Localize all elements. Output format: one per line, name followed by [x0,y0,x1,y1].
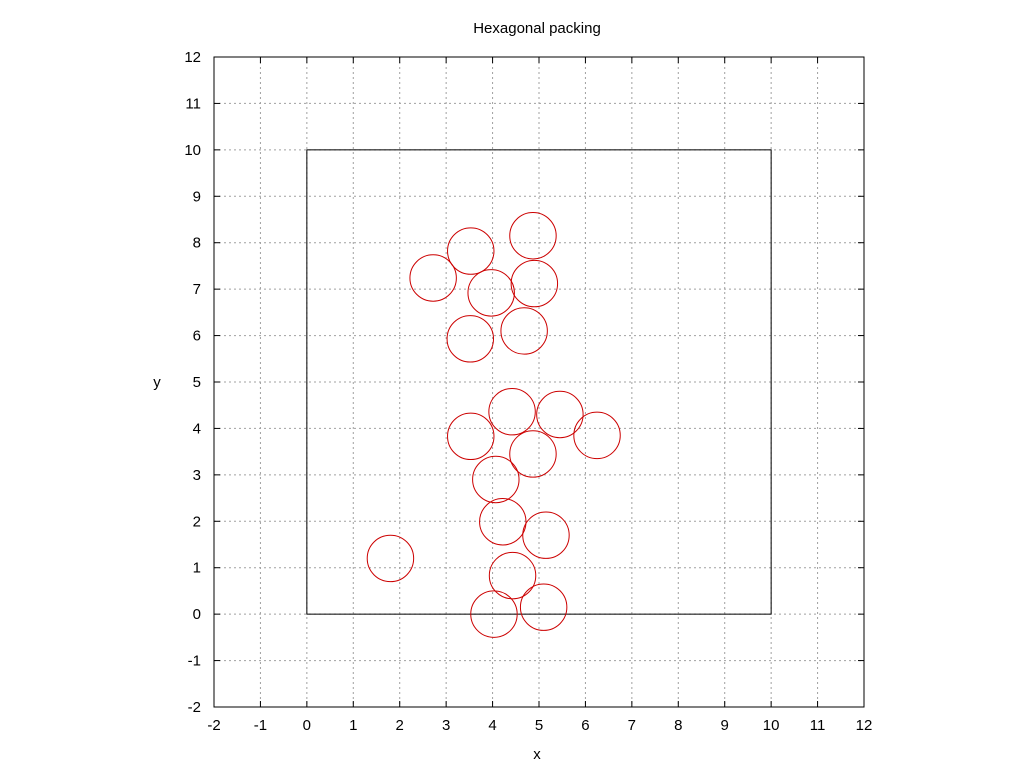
y-tick-label: 8 [193,235,201,252]
x-axis-label: x [533,746,541,763]
circle-1 [509,212,557,260]
circle-11 [447,412,495,461]
circle-9 [536,390,584,439]
x-tick-label: 4 [488,717,496,734]
x-tick-label: 3 [442,717,450,734]
x-tick-label: 10 [763,717,780,734]
x-tick-label: 9 [721,717,729,734]
circle-7 [446,315,494,363]
circle-5 [510,259,559,308]
plot-border [213,56,865,708]
circle-17 [488,551,537,600]
circle-12 [509,430,557,478]
x-tick-label: 1 [349,717,357,734]
circle-4 [467,269,515,317]
x-tick-label: -1 [254,717,267,734]
x-tick-label: 8 [674,717,682,734]
x-tick-label: 11 [810,717,826,734]
y-tick-label: 11 [185,95,201,112]
y-tick-label: 0 [193,606,201,623]
y-tick-label: 12 [184,49,201,66]
y-tick-label: 4 [193,420,201,437]
circle-2 [447,227,495,275]
x-tick-label: 6 [581,717,589,734]
circle-14 [479,498,527,546]
y-tick-label: 1 [193,560,201,577]
circle-15 [522,511,570,559]
x-tick-label: 12 [856,717,873,734]
y-tick-label: 9 [193,188,201,205]
y-tick-label: -2 [188,699,201,716]
x-tick-label: 7 [628,717,636,734]
circle-19 [470,590,518,638]
circle-8 [488,388,536,436]
y-axis-label: y [153,374,161,391]
x-tick-label: -2 [207,717,220,734]
y-tick-label: 7 [193,281,201,298]
circle-3 [409,254,457,302]
chart-title: Hexagonal packing [473,20,601,37]
x-tick-label: 5 [535,717,543,734]
y-tick-label: -1 [188,653,201,670]
x-tick-labels: -2 -1 0 1 2 3 4 5 6 7 8 9 10 11 12 [207,717,872,734]
grid-lines [214,57,864,707]
y-tick-label: 10 [184,142,201,159]
circle-16 [366,534,415,583]
container-square [306,149,772,615]
y-tick-label: 5 [193,374,201,391]
circle-10 [573,411,621,460]
x-tick-label: 0 [303,717,311,734]
y-tick-label: 3 [193,467,201,484]
circle-13 [472,455,520,504]
circles-series [366,212,621,638]
x-tick-label: 2 [396,717,404,734]
y-tick-label: 2 [193,513,201,530]
circle-18 [519,583,568,631]
y-tick-label: 6 [193,328,201,345]
circle-6 [500,307,548,355]
